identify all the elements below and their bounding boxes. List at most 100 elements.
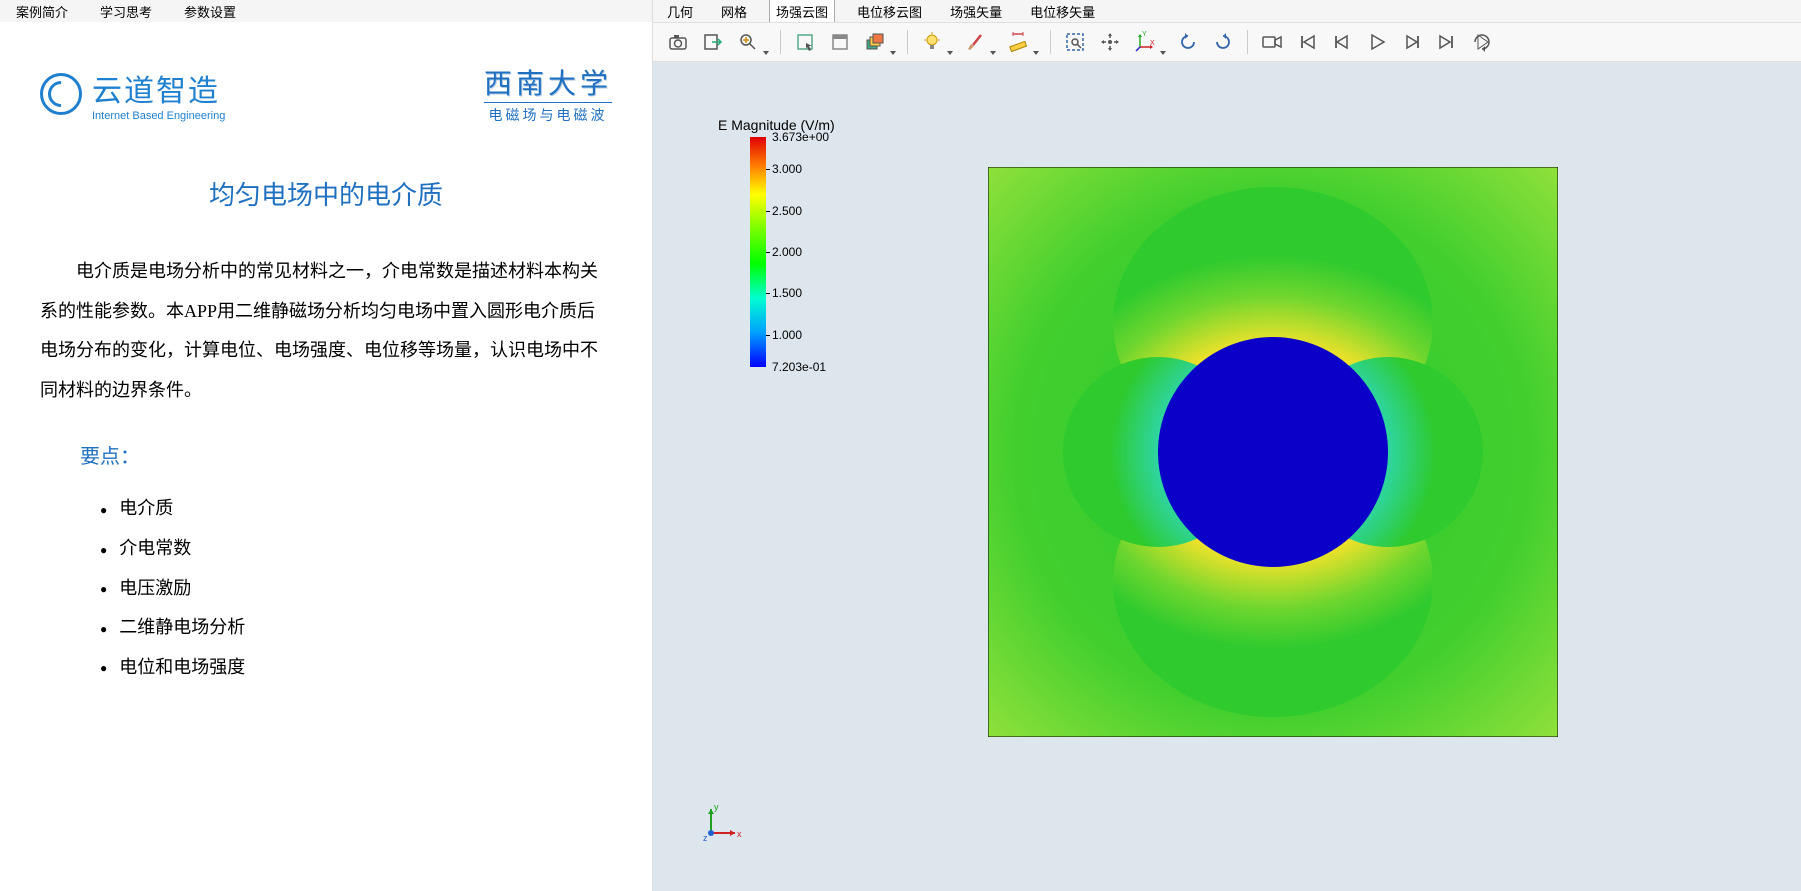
logo-yundao-text: 云道智造 bbox=[92, 66, 225, 110]
axis-orient-icon: YX bbox=[1134, 31, 1156, 53]
toolbar-separator bbox=[907, 30, 908, 54]
zoom-search-icon bbox=[737, 31, 759, 53]
tab-mesh[interactable]: 网格 bbox=[715, 0, 753, 23]
logo-swu-text: 西南大学 bbox=[484, 62, 612, 102]
logo-swu-sub: 电磁场与电磁波 bbox=[484, 102, 612, 125]
svg-text:y: y bbox=[714, 802, 719, 812]
tab-field-vector[interactable]: 场强矢量 bbox=[944, 0, 1008, 23]
select-rect-button[interactable] bbox=[790, 27, 820, 57]
legend-min: 7.203e-01 bbox=[772, 360, 826, 374]
step-back-icon bbox=[1331, 31, 1353, 53]
legend-colorbar bbox=[750, 137, 766, 367]
rotate-cw-button[interactable] bbox=[1208, 27, 1238, 57]
axis-orient-button[interactable]: YX bbox=[1130, 27, 1160, 57]
tab-disp-contour[interactable]: 电位移云图 bbox=[851, 0, 928, 23]
export-button[interactable] bbox=[698, 27, 728, 57]
svg-text:z: z bbox=[703, 833, 708, 841]
zoom-search-button[interactable] bbox=[733, 27, 763, 57]
record-button[interactable] bbox=[1257, 27, 1287, 57]
viewport-toolbar: YX bbox=[653, 22, 1801, 62]
loop-button[interactable] bbox=[1467, 27, 1497, 57]
description-text: 电介质是电场分析中的常见材料之一，介电常数是描述材料本构关系的性能参数。本APP… bbox=[40, 252, 612, 410]
rotate-cw-icon bbox=[1212, 31, 1234, 53]
dropdown-arrow-icon bbox=[1033, 51, 1039, 55]
svg-text:Y: Y bbox=[1142, 31, 1147, 38]
zoom-fit-icon bbox=[1064, 31, 1086, 53]
page-title: 均匀电场中的电介质 bbox=[40, 175, 612, 212]
right-panel: 几何 网格 场强云图 电位移云图 场强矢量 电位移矢量 YX E Magnitu… bbox=[653, 0, 1801, 891]
rotate-ccw-button[interactable] bbox=[1173, 27, 1203, 57]
toolbar-separator bbox=[1247, 30, 1248, 54]
step-back-button[interactable] bbox=[1327, 27, 1357, 57]
select-window-button[interactable] bbox=[825, 27, 855, 57]
lightbulb-icon bbox=[921, 31, 943, 53]
ruler-button[interactable] bbox=[1003, 27, 1033, 57]
simulation-canvas bbox=[988, 167, 1558, 737]
legend-tick: 2.500 bbox=[772, 204, 802, 218]
list-item: 介电常数 bbox=[100, 529, 612, 569]
list-item: 电介质 bbox=[100, 489, 612, 529]
step-fwd-icon bbox=[1401, 31, 1423, 53]
dropdown-arrow-icon bbox=[890, 51, 896, 55]
tab-case-intro[interactable]: 案例简介 bbox=[10, 0, 74, 23]
list-item: 电位和电场强度 bbox=[100, 648, 612, 688]
tab-geometry[interactable]: 几何 bbox=[661, 0, 699, 23]
record-icon bbox=[1261, 31, 1283, 53]
legend-ticks: 3.673e+00 7.203e-01 3.0002.5002.0001.500… bbox=[766, 137, 836, 367]
tab-study-think[interactable]: 学习思考 bbox=[94, 0, 158, 23]
select-rect-icon bbox=[794, 31, 816, 53]
list-item: 二维静电场分析 bbox=[100, 608, 612, 648]
rotate-ccw-icon bbox=[1177, 31, 1199, 53]
legend-tick: 1.500 bbox=[772, 286, 802, 300]
skip-start-button[interactable] bbox=[1292, 27, 1322, 57]
toolbar-separator bbox=[1050, 30, 1051, 54]
legend-max: 3.673e+00 bbox=[772, 130, 829, 144]
left-content: 云道智造 Internet Based Engineering 西南大学 电磁场… bbox=[0, 22, 652, 707]
dropdown-arrow-icon bbox=[990, 51, 996, 55]
brush-button[interactable] bbox=[960, 27, 990, 57]
layers-button[interactable] bbox=[860, 27, 890, 57]
pan-button[interactable] bbox=[1095, 27, 1125, 57]
dropdown-arrow-icon bbox=[947, 51, 953, 55]
axis-triad: x y z bbox=[703, 801, 743, 841]
logo-swu: 西南大学 电磁场与电磁波 bbox=[484, 62, 612, 125]
right-tab-bar: 几何 网格 场强云图 电位移云图 场强矢量 电位移矢量 bbox=[653, 0, 1801, 22]
toolbar-separator bbox=[780, 30, 781, 54]
camera-button[interactable] bbox=[663, 27, 693, 57]
color-legend: E Magnitude (V/m) 3.673e+00 7.203e-01 3.… bbox=[718, 117, 836, 367]
points-list: 电介质 介电常数 电压激励 二维静电场分析 电位和电场强度 bbox=[100, 489, 612, 687]
zoom-fit-button[interactable] bbox=[1060, 27, 1090, 57]
legend-tick: 3.000 bbox=[772, 162, 802, 176]
export-icon bbox=[702, 31, 724, 53]
dropdown-arrow-icon bbox=[1160, 51, 1166, 55]
skip-end-button[interactable] bbox=[1432, 27, 1462, 57]
tab-param-settings[interactable]: 参数设置 bbox=[178, 0, 242, 23]
logo-yundao: 云道智造 Internet Based Engineering bbox=[40, 66, 225, 122]
logo-row: 云道智造 Internet Based Engineering 西南大学 电磁场… bbox=[40, 62, 612, 125]
logo-yundao-sub: Internet Based Engineering bbox=[92, 110, 225, 122]
svg-text:x: x bbox=[737, 829, 742, 839]
play-button[interactable] bbox=[1362, 27, 1392, 57]
svg-text:X: X bbox=[1150, 40, 1155, 47]
skip-end-icon bbox=[1436, 31, 1458, 53]
lightbulb-button[interactable] bbox=[917, 27, 947, 57]
skip-start-icon bbox=[1296, 31, 1318, 53]
list-item: 电压激励 bbox=[100, 569, 612, 609]
tab-disp-vector[interactable]: 电位移矢量 bbox=[1024, 0, 1101, 23]
camera-icon bbox=[667, 31, 689, 53]
logo-yundao-icon bbox=[40, 73, 82, 115]
legend-tick: 1.000 bbox=[772, 328, 802, 342]
legend-tick: 2.000 bbox=[772, 245, 802, 259]
layers-icon bbox=[864, 31, 886, 53]
points-title: 要点： bbox=[80, 440, 612, 469]
brush-icon bbox=[964, 31, 986, 53]
pan-icon bbox=[1099, 31, 1121, 53]
ruler-icon bbox=[1007, 31, 1029, 53]
step-fwd-button[interactable] bbox=[1397, 27, 1427, 57]
loop-icon bbox=[1471, 31, 1493, 53]
tab-field-contour[interactable]: 场强云图 bbox=[769, 0, 835, 24]
viewport[interactable]: E Magnitude (V/m) 3.673e+00 7.203e-01 3.… bbox=[653, 62, 1801, 891]
select-window-icon bbox=[829, 31, 851, 53]
left-tab-bar: 案例简介 学习思考 参数设置 bbox=[0, 0, 652, 22]
left-panel: 案例简介 学习思考 参数设置 云道智造 Internet Based Engin… bbox=[0, 0, 653, 891]
